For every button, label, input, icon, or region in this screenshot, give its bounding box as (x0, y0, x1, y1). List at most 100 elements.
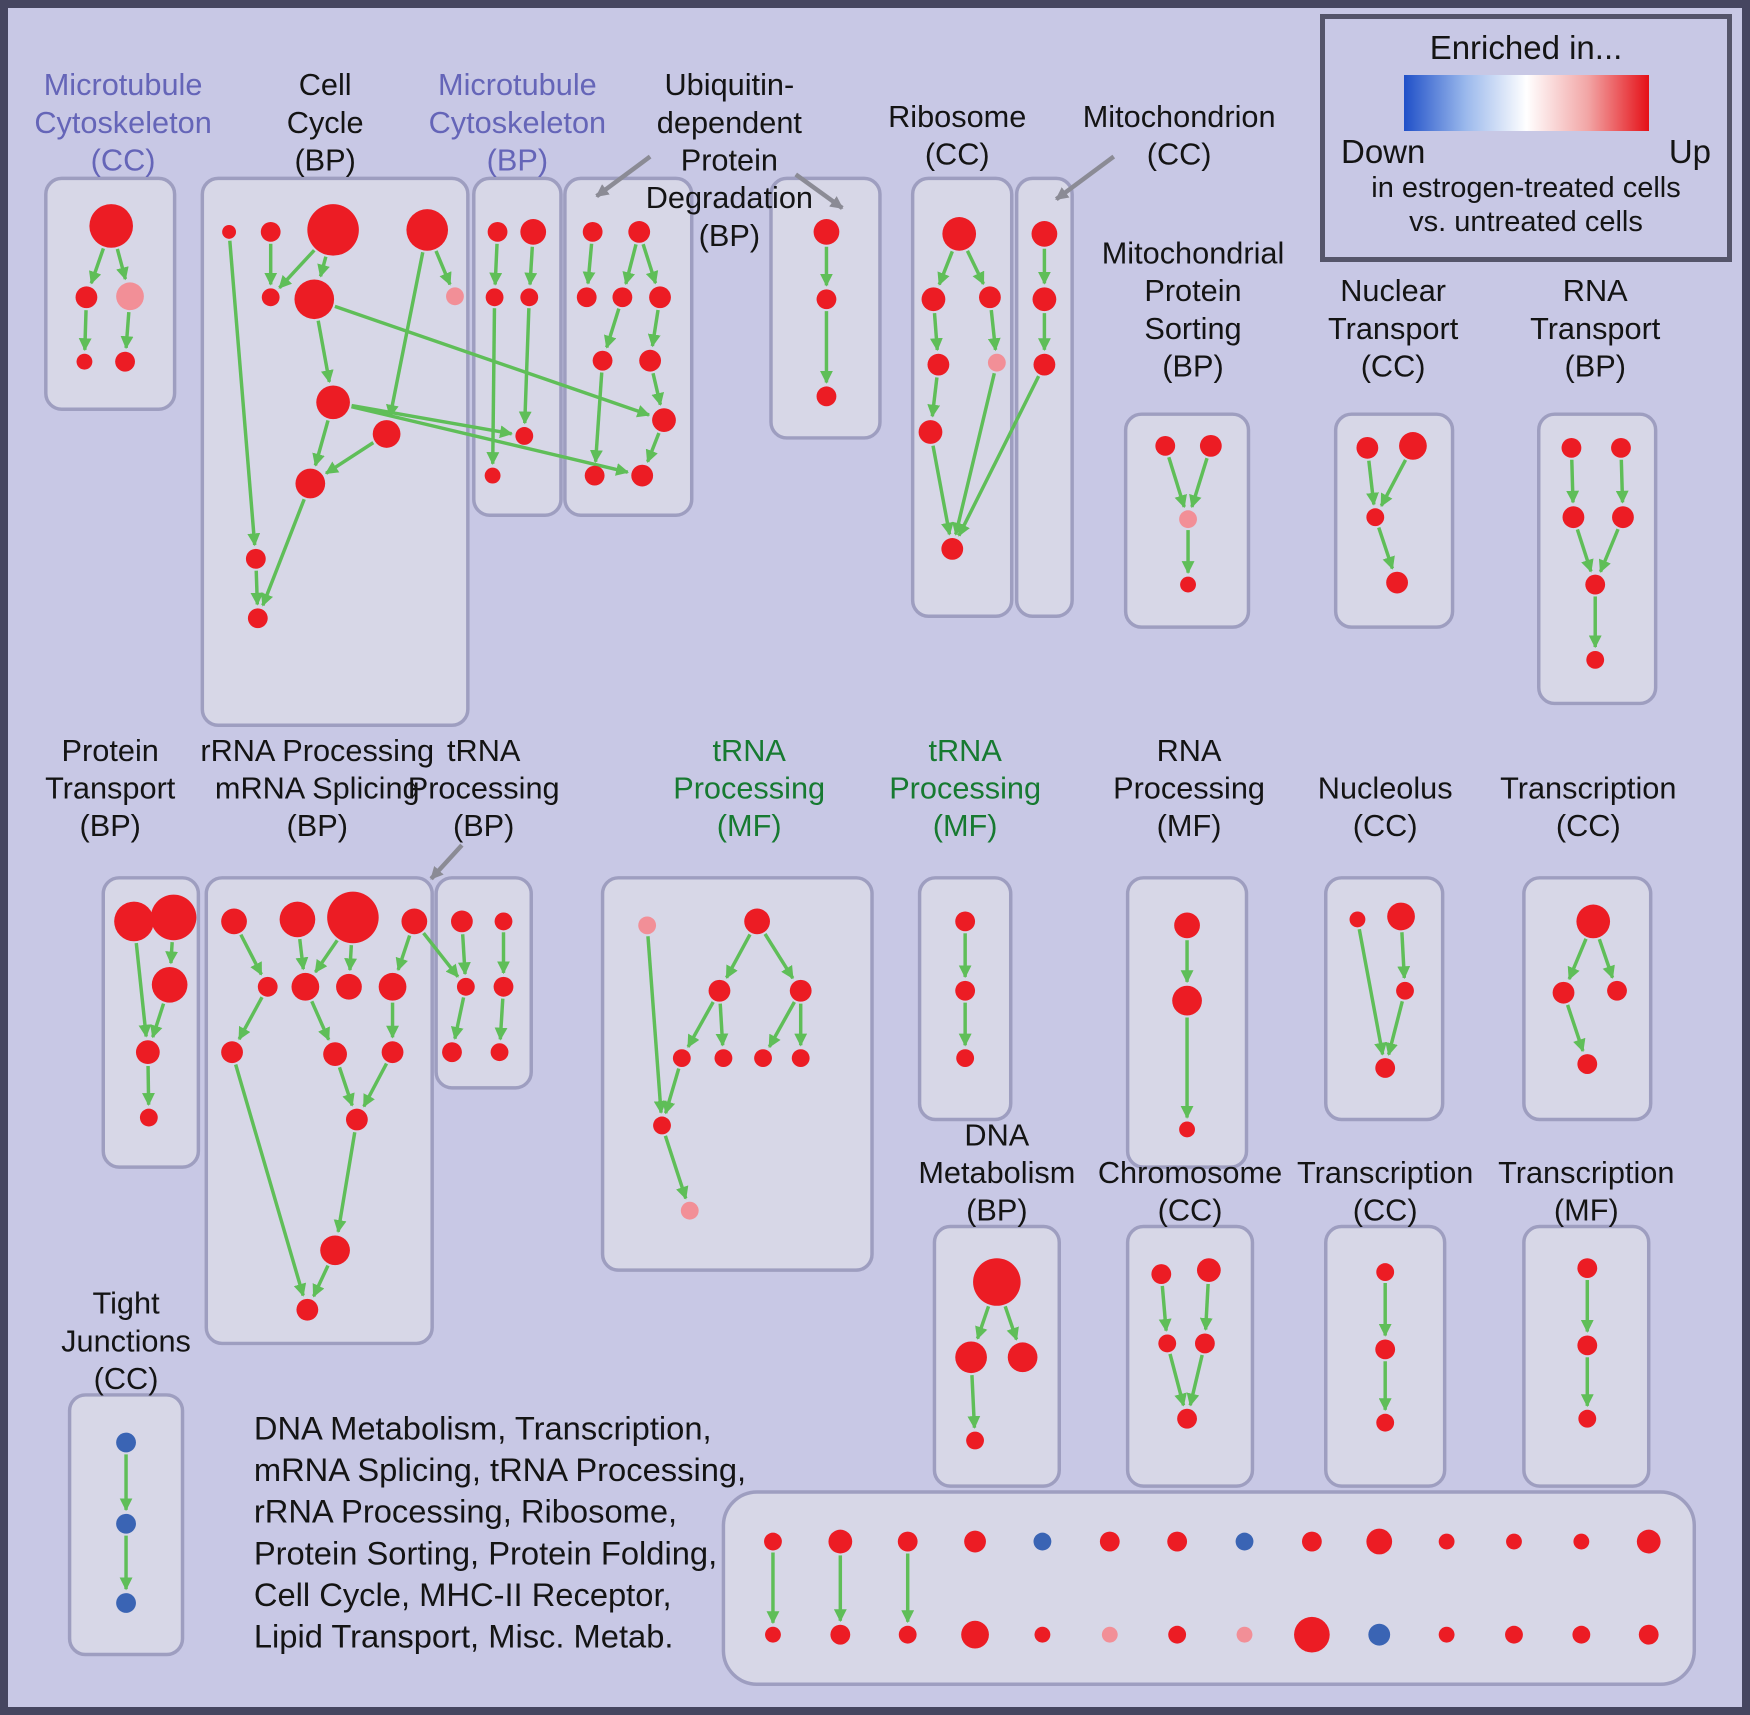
misc-category-text: Protein Sorting, Protein Folding, (254, 1534, 717, 1571)
group-label-transcription-mf: Transcription (MF) (1498, 1155, 1674, 1228)
graph-node-red (1167, 1531, 1188, 1552)
group-label-rna-transport-bp: RNA Transport (BP) (1530, 273, 1661, 383)
graph-edge (228, 240, 261, 547)
group-box-microtubule-cytoskeleton-bp (472, 176, 563, 517)
graph-node-red (456, 977, 475, 996)
graph-node-red (494, 912, 513, 931)
group-box-nuclear-transport-cc (1333, 412, 1455, 629)
graph-node-red (744, 908, 770, 935)
graph-edge (333, 1131, 357, 1234)
legend-gradient-bar (1403, 75, 1649, 131)
graph-node-red (345, 1108, 368, 1131)
graph-node-red (135, 1040, 160, 1065)
legend-up-label: Up (1668, 133, 1711, 170)
graph-node-red (296, 1298, 319, 1321)
graph-edge (957, 375, 1041, 537)
annotation-arrow (595, 154, 652, 199)
graph-node-red (1573, 1533, 1590, 1550)
legend-subtitle-2: vs. untreated cells (1409, 206, 1643, 238)
graph-edge (386, 251, 425, 418)
graph-edge (89, 247, 106, 285)
group-box-protein-transport-bp (101, 876, 201, 1169)
graph-node-blue (116, 1593, 136, 1613)
graph-node-red (247, 608, 268, 629)
graph-edge (1158, 1285, 1172, 1332)
graph-node-red (918, 420, 943, 444)
graph-node-red (1033, 353, 1056, 376)
graph-node-red (316, 385, 350, 420)
group-label-ubiquitin-dependent-protein-degradation-bp: Ubiquitin-dependent Protein Degradation (BP… (646, 67, 813, 253)
graph-edge (725, 933, 752, 979)
graph-node-red (1585, 574, 1606, 595)
graph-node-red (830, 1624, 851, 1645)
graph-edge (310, 1000, 331, 1041)
misc-category-text: DNA Metabolism, Transcription, (254, 1410, 712, 1447)
graph-edge (763, 933, 795, 980)
group-label-dna-metabolism-bp: DNA Metabolism (BP) (918, 1117, 1075, 1227)
group-box-transcription-mf (1522, 1224, 1651, 1488)
graph-edge (1199, 1283, 1213, 1331)
annotation-arrow (429, 843, 464, 881)
graph-edge (662, 1068, 681, 1115)
group-label-chromosome-cc: Chromosome (CC) (1098, 1155, 1282, 1228)
graph-node-red (279, 901, 316, 938)
graph-node-pink (638, 916, 657, 935)
graph-node-red (1356, 436, 1379, 459)
graph-edge (524, 246, 538, 286)
group-box-rrna-processing-mrna-splicing-bp (204, 876, 434, 1346)
group-label-rna-processing-mf: RNA Processing (MF) (1113, 733, 1265, 843)
graph-node-red (956, 1049, 975, 1068)
graph-node-blue (1033, 1532, 1052, 1551)
graph-node-red (1174, 912, 1200, 939)
group-label-ribosome-cc: Ribosome (CC) (888, 99, 1026, 172)
graph-edge (494, 998, 508, 1041)
graph-node-red (1375, 1058, 1396, 1078)
graph-node-pink (987, 353, 1006, 372)
graph-node-red (789, 979, 812, 1002)
graph-edge (278, 249, 316, 290)
graph-node-red (1375, 1339, 1396, 1360)
graph-node-red (1180, 576, 1196, 593)
graph-node-red (1396, 981, 1414, 1000)
group-box-microtubule-cytoskeleton-cc (44, 176, 177, 411)
graph-edge (237, 996, 264, 1041)
graph-node-red (1636, 1529, 1661, 1554)
graph-node-red (813, 219, 840, 245)
graph-node-red (294, 279, 335, 320)
graph-node-red (754, 1049, 772, 1068)
graph-node-red (520, 288, 539, 307)
graph-node-blue (1368, 1623, 1391, 1646)
graph-edge (351, 404, 629, 476)
graph-edge (645, 432, 661, 463)
graph-edge (927, 377, 941, 418)
graph-node-red (1155, 435, 1176, 456)
graph-edge (150, 1003, 166, 1039)
graph-node-red (1577, 1054, 1598, 1074)
group-label-protein-transport-bp: Protein Transport (BP) (45, 733, 176, 843)
graph-node-red (1552, 981, 1575, 1004)
graph-edge (1566, 459, 1580, 504)
graph-node-pink (1236, 1626, 1253, 1643)
graph-node-red (1611, 437, 1631, 458)
graph-node-red (257, 976, 278, 997)
graph-edge (489, 243, 503, 286)
graph-edge (312, 1264, 330, 1298)
graph-node-red (89, 204, 133, 248)
graph-node-red (1638, 1624, 1659, 1645)
graph-node-red (592, 350, 613, 371)
graph-node-red (222, 224, 237, 239)
group-box-chromosome-cc (1125, 1224, 1255, 1488)
graph-node-red (791, 1049, 810, 1068)
graph-edge (312, 419, 330, 467)
graph-edge (1357, 928, 1387, 1056)
graph-edge (1366, 460, 1379, 506)
graph-node-red (245, 548, 266, 569)
graph-edge (450, 997, 466, 1040)
graph-node-red (1607, 980, 1627, 1001)
graph-node-red (1032, 287, 1057, 312)
graph-edge (1567, 938, 1588, 981)
graph-edge (234, 1064, 307, 1297)
graph-edge (344, 945, 358, 972)
graph-node-red (1301, 1531, 1322, 1552)
